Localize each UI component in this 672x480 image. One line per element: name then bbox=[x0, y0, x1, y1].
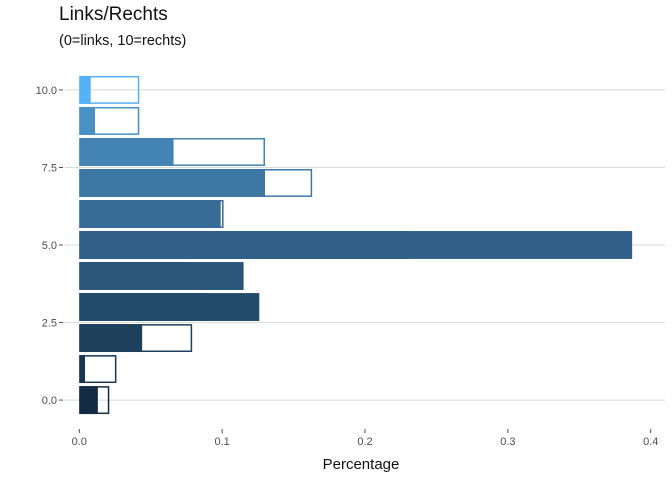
bar-filled bbox=[79, 262, 244, 290]
bar-outline bbox=[79, 293, 208, 321]
bar-outline bbox=[79, 75, 140, 104]
y-tick-label: 5.0 bbox=[42, 240, 57, 252]
bar-outline bbox=[79, 386, 110, 415]
bar-filled bbox=[79, 355, 85, 384]
chart-title: Links/Rechts bbox=[59, 4, 168, 25]
y-tick-label: 0.0 bbox=[42, 395, 57, 407]
bar-filled bbox=[79, 231, 633, 259]
x-tick-label: 0.2 bbox=[357, 436, 372, 448]
bar-outline bbox=[79, 355, 117, 384]
bars bbox=[79, 75, 633, 415]
bar-outline bbox=[79, 106, 140, 135]
bar-outline bbox=[79, 169, 313, 197]
bar-outline bbox=[79, 231, 410, 259]
x-axis-title: Percentage bbox=[323, 456, 400, 473]
bar-outline bbox=[79, 262, 191, 290]
bar-filled bbox=[79, 386, 98, 415]
bar-filled bbox=[79, 324, 143, 353]
y-tick-label: 10.0 bbox=[36, 85, 57, 97]
x-tick-label: 0.3 bbox=[500, 436, 515, 448]
x-tick-label: 0.0 bbox=[72, 436, 87, 448]
bar-filled bbox=[79, 137, 174, 166]
x-tick-label: 0.1 bbox=[214, 436, 229, 448]
bar-filled bbox=[79, 106, 95, 135]
chart-subtitle: (0=links, 10=rechts) bbox=[59, 33, 187, 49]
axes: 0.0 2.5 5.0 7.5 10.0 0.0 0.1 0.2 0.3 0.4 bbox=[36, 85, 659, 448]
y-tick-label: 7.5 bbox=[42, 162, 57, 174]
y-tick-label: 2.5 bbox=[42, 318, 57, 330]
bar-outline bbox=[79, 137, 265, 166]
bar-filled bbox=[79, 169, 266, 197]
bar-outline bbox=[79, 200, 224, 228]
bar-filled bbox=[79, 293, 260, 321]
bar-outline bbox=[79, 324, 193, 353]
x-tick-label: 0.4 bbox=[643, 436, 658, 448]
bar-filled bbox=[79, 200, 221, 228]
bar-filled bbox=[79, 75, 91, 104]
